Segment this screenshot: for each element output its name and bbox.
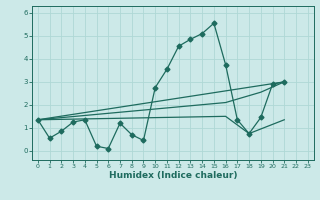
X-axis label: Humidex (Indice chaleur): Humidex (Indice chaleur): [108, 171, 237, 180]
